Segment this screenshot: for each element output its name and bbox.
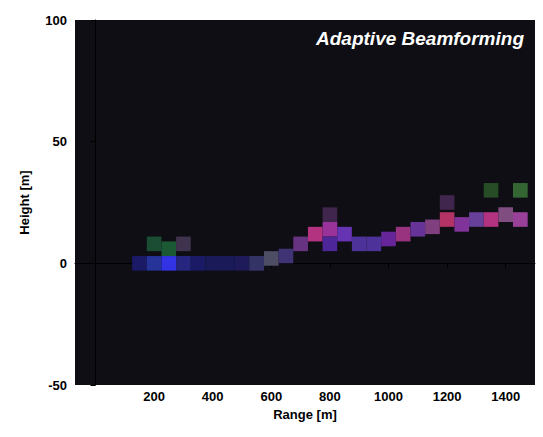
svg-text:200: 200 bbox=[143, 389, 165, 404]
svg-text:600: 600 bbox=[260, 389, 282, 404]
svg-text:400: 400 bbox=[202, 389, 224, 404]
svg-text:1000: 1000 bbox=[374, 389, 403, 404]
svg-text:Adaptive Beamforming: Adaptive Beamforming bbox=[315, 28, 524, 49]
svg-text:1400: 1400 bbox=[491, 389, 520, 404]
svg-text:Range [m]: Range [m] bbox=[273, 407, 337, 422]
svg-text:100: 100 bbox=[45, 13, 67, 28]
svg-text:-50: -50 bbox=[48, 378, 67, 393]
svg-text:50: 50 bbox=[53, 134, 67, 149]
svg-text:Height [m]: Height [m] bbox=[17, 170, 32, 234]
svg-text:0: 0 bbox=[60, 256, 67, 271]
svg-text:1200: 1200 bbox=[433, 389, 462, 404]
svg-text:800: 800 bbox=[319, 389, 341, 404]
